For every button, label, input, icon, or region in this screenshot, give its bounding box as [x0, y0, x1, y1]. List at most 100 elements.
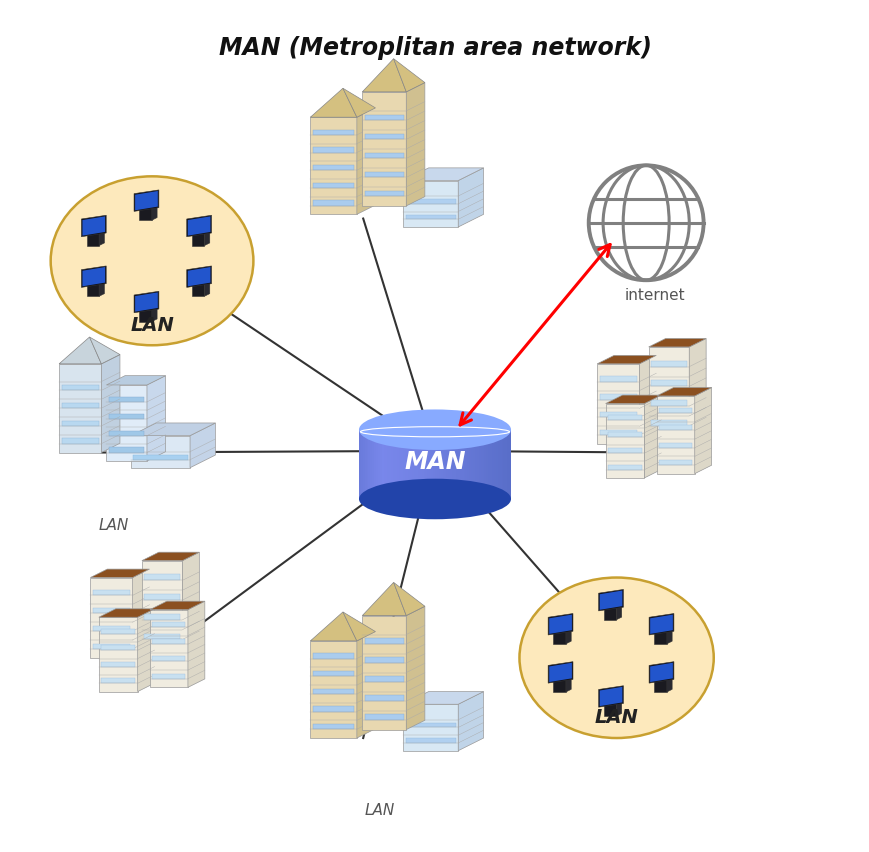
Polygon shape: [599, 590, 621, 610]
Polygon shape: [599, 412, 636, 417]
Polygon shape: [82, 216, 106, 238]
Polygon shape: [607, 416, 641, 421]
Polygon shape: [362, 93, 406, 207]
Polygon shape: [599, 394, 636, 400]
Polygon shape: [434, 430, 436, 499]
Polygon shape: [182, 553, 199, 649]
Polygon shape: [362, 60, 406, 93]
Polygon shape: [403, 705, 458, 751]
Polygon shape: [93, 590, 130, 596]
Polygon shape: [132, 569, 149, 658]
Polygon shape: [428, 430, 431, 499]
Polygon shape: [656, 388, 711, 396]
Polygon shape: [486, 430, 488, 499]
Polygon shape: [497, 430, 499, 499]
Polygon shape: [102, 355, 120, 453]
Polygon shape: [310, 89, 356, 118]
Polygon shape: [130, 423, 216, 436]
Polygon shape: [142, 561, 182, 649]
Polygon shape: [548, 615, 571, 634]
Polygon shape: [362, 430, 364, 499]
Polygon shape: [431, 430, 433, 499]
Polygon shape: [607, 449, 641, 453]
Polygon shape: [310, 613, 356, 642]
Polygon shape: [651, 361, 686, 367]
Polygon shape: [359, 430, 361, 499]
Polygon shape: [465, 430, 467, 499]
Polygon shape: [565, 619, 571, 644]
Polygon shape: [83, 217, 105, 236]
Polygon shape: [93, 644, 130, 649]
Polygon shape: [488, 430, 489, 499]
Polygon shape: [649, 615, 672, 634]
Polygon shape: [313, 706, 354, 711]
Text: LAN: LAN: [365, 803, 395, 817]
Polygon shape: [377, 430, 380, 499]
Polygon shape: [387, 430, 389, 499]
Polygon shape: [62, 386, 99, 391]
Polygon shape: [651, 420, 686, 426]
Polygon shape: [364, 658, 403, 664]
Ellipse shape: [359, 479, 510, 520]
Polygon shape: [139, 299, 151, 322]
Polygon shape: [187, 267, 211, 288]
Polygon shape: [364, 135, 403, 141]
Polygon shape: [441, 430, 442, 499]
Polygon shape: [187, 216, 211, 238]
Polygon shape: [310, 642, 356, 738]
Polygon shape: [547, 613, 573, 636]
Polygon shape: [473, 430, 474, 499]
Polygon shape: [62, 421, 99, 426]
Polygon shape: [503, 430, 505, 499]
Polygon shape: [366, 430, 368, 499]
Polygon shape: [605, 395, 660, 404]
Polygon shape: [406, 430, 408, 499]
Polygon shape: [651, 381, 686, 387]
Polygon shape: [134, 292, 159, 314]
Polygon shape: [144, 575, 180, 581]
Polygon shape: [381, 430, 383, 499]
Polygon shape: [605, 404, 644, 478]
Polygon shape: [144, 634, 180, 640]
Polygon shape: [362, 83, 424, 93]
Polygon shape: [188, 602, 204, 688]
Polygon shape: [471, 430, 473, 499]
Polygon shape: [455, 430, 457, 499]
Polygon shape: [93, 626, 130, 631]
Polygon shape: [342, 613, 375, 642]
Polygon shape: [425, 430, 427, 499]
Polygon shape: [401, 430, 402, 499]
Polygon shape: [507, 430, 508, 499]
Polygon shape: [648, 662, 673, 683]
Polygon shape: [99, 609, 155, 618]
Polygon shape: [615, 595, 621, 620]
Polygon shape: [109, 448, 144, 453]
Polygon shape: [449, 430, 452, 499]
Polygon shape: [188, 217, 210, 236]
Polygon shape: [313, 724, 354, 729]
Polygon shape: [651, 400, 686, 406]
Polygon shape: [659, 443, 692, 448]
Polygon shape: [406, 200, 455, 204]
Polygon shape: [648, 613, 673, 636]
Polygon shape: [404, 430, 406, 499]
Polygon shape: [599, 430, 636, 435]
Polygon shape: [463, 430, 465, 499]
Polygon shape: [648, 339, 706, 348]
Polygon shape: [192, 223, 204, 246]
Polygon shape: [102, 678, 135, 683]
Polygon shape: [102, 646, 135, 651]
Polygon shape: [438, 430, 441, 499]
Polygon shape: [188, 268, 210, 287]
Polygon shape: [90, 569, 149, 578]
Polygon shape: [427, 430, 428, 499]
Polygon shape: [313, 130, 354, 135]
Text: MAN: MAN: [404, 449, 465, 474]
Polygon shape: [599, 687, 621, 706]
Polygon shape: [648, 348, 688, 436]
Polygon shape: [368, 430, 370, 499]
Polygon shape: [99, 221, 104, 246]
Text: MAN (Metroplitan area network): MAN (Metroplitan area network): [218, 36, 651, 60]
Polygon shape: [452, 430, 454, 499]
Polygon shape: [406, 216, 455, 220]
